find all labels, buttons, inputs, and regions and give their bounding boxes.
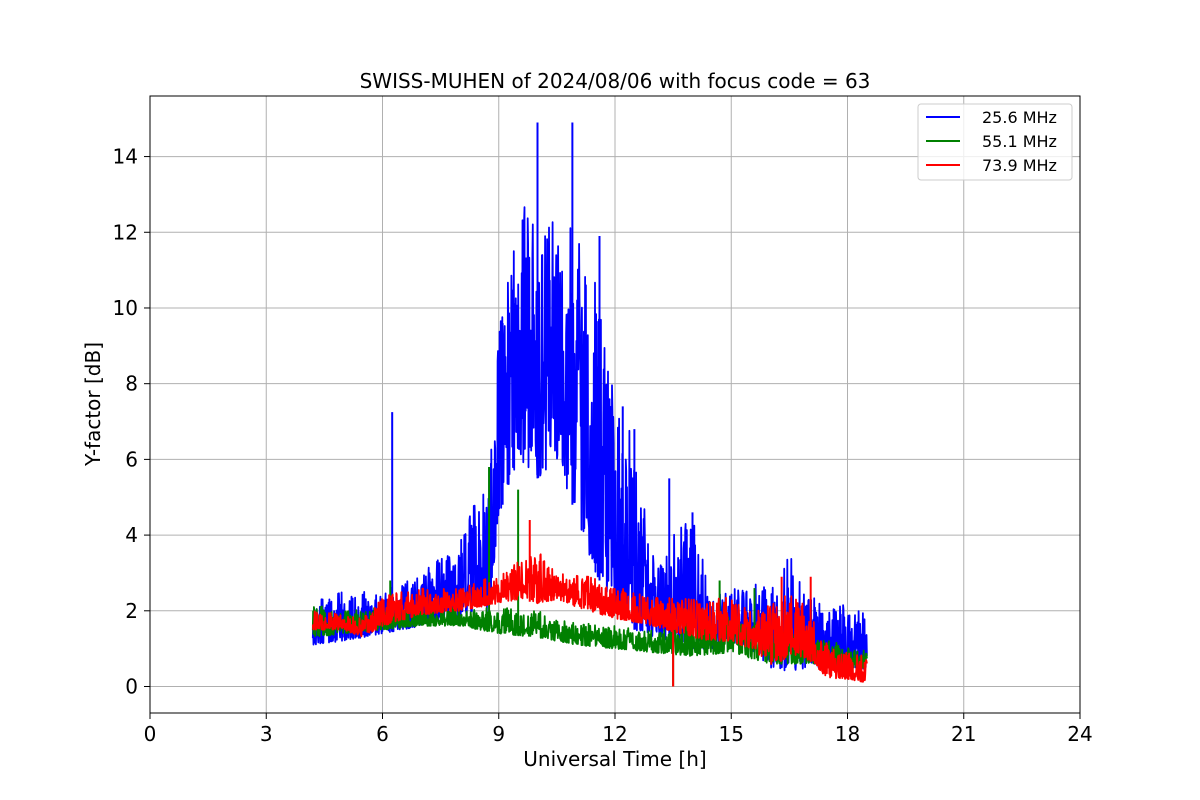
- x-tick-label: 0: [144, 722, 157, 746]
- legend: 25.6 MHz 55.1 MHz 73.9 MHz: [917, 103, 1073, 181]
- x-tick-label: 9: [492, 722, 505, 746]
- y-tick-label: 12: [113, 220, 138, 244]
- x-tick-label: 3: [260, 722, 273, 746]
- series-line: [311, 605, 868, 669]
- series-line: [311, 206, 868, 672]
- x-tick-label: 24: [1067, 722, 1092, 746]
- legend-label-25-6: 25.6 MHz: [982, 108, 1057, 127]
- legend-label-73-9: 73.9 MHz: [982, 156, 1057, 175]
- y-tick-label: 14: [113, 145, 138, 169]
- x-tick-label: 21: [951, 722, 976, 746]
- x-tick-label: 18: [835, 722, 860, 746]
- y-axis-label: Y-factor [dB]: [81, 342, 105, 467]
- y-tick-label: 2: [125, 599, 138, 623]
- series-73-9-mhz: [311, 519, 868, 687]
- series-layer: [311, 122, 868, 687]
- y-tick-label: 4: [125, 523, 138, 547]
- y-tick-label: 6: [125, 447, 138, 471]
- x-axis-label: Universal Time [h]: [523, 747, 706, 771]
- x-tick-label: 6: [376, 722, 389, 746]
- legend-box: [917, 103, 1073, 181]
- x-tick-label: 12: [602, 722, 627, 746]
- y-tick-label: 8: [125, 372, 138, 396]
- series-line: [311, 553, 868, 683]
- y-tick-label: 10: [113, 296, 138, 320]
- chart-title: SWISS-MUHEN of 2024/08/06 with focus cod…: [360, 69, 871, 93]
- x-tick-label: 15: [719, 722, 744, 746]
- legend-label-55-1: 55.1 MHz: [982, 132, 1057, 151]
- y-tick-label: 0: [125, 675, 138, 699]
